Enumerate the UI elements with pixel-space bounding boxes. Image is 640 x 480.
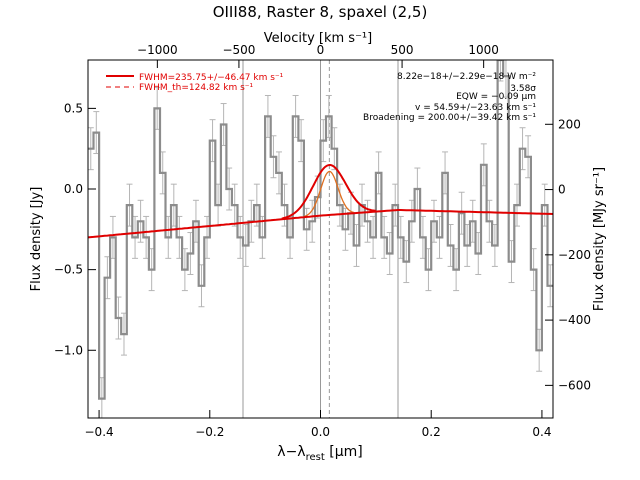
bottom-tick-label: −0.4	[85, 425, 114, 439]
left-axis-ticks: 0.5 0.0 −0.5 −1.0	[54, 101, 96, 357]
continuum-fit-line	[88, 209, 553, 239]
annotation-line-flux: 8.22e−18+/−2.29e−18 W m⁻²	[397, 72, 536, 82]
left-tick-label: 0.0	[64, 182, 83, 196]
bottom-axis-label-unit: [μm]	[325, 444, 363, 460]
right-tick-label: −200	[558, 248, 591, 262]
bottom-axis-label-subscript: rest	[306, 452, 325, 463]
annotation-significance: 3.58σ	[510, 84, 536, 94]
bottom-axis-label-main: λ−λ	[277, 444, 305, 460]
top-tick-label: 0	[317, 43, 325, 57]
right-tick-label: −600	[558, 378, 591, 392]
annotation-broadening: Broadening = 200.00+/−39.42 km s⁻¹	[363, 113, 536, 123]
thermal-profile-line	[303, 170, 354, 218]
left-tick-label: −1.0	[54, 343, 83, 357]
right-tick-label: 0	[558, 183, 566, 197]
bottom-tick-label: −0.2	[195, 425, 224, 439]
top-axis-label: Velocity [km s⁻¹]	[264, 31, 372, 46]
right-tick-label: −400	[558, 313, 591, 327]
top-axis-ticks: −1000 −500 0 500 1000	[137, 43, 499, 68]
fit-annotations: 8.22e−18+/−2.29e−18 W m⁻² 3.58σ EQW = −0…	[363, 72, 536, 123]
annotation-eqw: EQW = −0.09 μm	[456, 92, 536, 102]
gaussian-fit-line	[281, 164, 376, 220]
plot-area	[87, 59, 554, 419]
top-tick-label: −500	[222, 43, 255, 57]
chart-title: OIII88, Raster 8, spaxel (2,5)	[213, 3, 428, 21]
bottom-axis-ticks: −0.4 −0.2 0.0 0.2 0.4	[85, 410, 551, 439]
top-tick-label: 500	[391, 43, 414, 57]
bottom-tick-label: 0.2	[422, 425, 441, 439]
right-axis-label: Flux density [MJy sr⁻¹]	[592, 167, 607, 311]
legend-label-fit: FWHM=235.75+/−46.47 km s⁻¹	[139, 73, 284, 83]
top-tick-label: −1000	[137, 43, 178, 57]
annotation-velocity: v = 54.59+/−23.63 km s⁻¹	[415, 103, 536, 113]
bottom-axis-label: λ−λrest [μm]	[277, 444, 362, 463]
top-tick-label: 1000	[468, 43, 499, 57]
legend: FWHM=235.75+/−46.47 km s⁻¹ FWHM_th=124.8…	[106, 73, 284, 93]
bottom-tick-label: 0.0	[311, 425, 330, 439]
legend-label-thermal: FWHM_th=124.82 km s⁻¹	[139, 83, 254, 93]
right-axis-ticks: 200 0 −200 −400 −600	[545, 117, 591, 392]
left-tick-label: −0.5	[54, 263, 83, 277]
left-tick-label: 0.5	[64, 101, 83, 115]
right-tick-label: 200	[558, 117, 581, 131]
left-axis-label: Flux density [Jy]	[29, 187, 44, 292]
data-spectrum-line	[88, 60, 553, 400]
bottom-tick-label: 0.4	[532, 425, 551, 439]
